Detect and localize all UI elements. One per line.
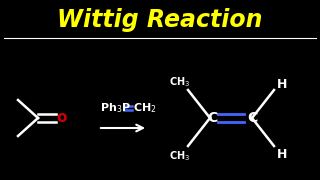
Text: C: C (207, 111, 217, 125)
Text: H: H (277, 78, 287, 91)
Text: Ph$_3$P: Ph$_3$P (100, 101, 131, 115)
Text: o: o (57, 111, 67, 125)
Text: CH$_3$: CH$_3$ (169, 149, 191, 163)
Text: CH$_2$: CH$_2$ (133, 101, 157, 115)
Text: CH$_3$: CH$_3$ (169, 75, 191, 89)
Text: H: H (277, 147, 287, 161)
Text: Wittig Reaction: Wittig Reaction (57, 8, 263, 32)
Text: C: C (247, 111, 257, 125)
